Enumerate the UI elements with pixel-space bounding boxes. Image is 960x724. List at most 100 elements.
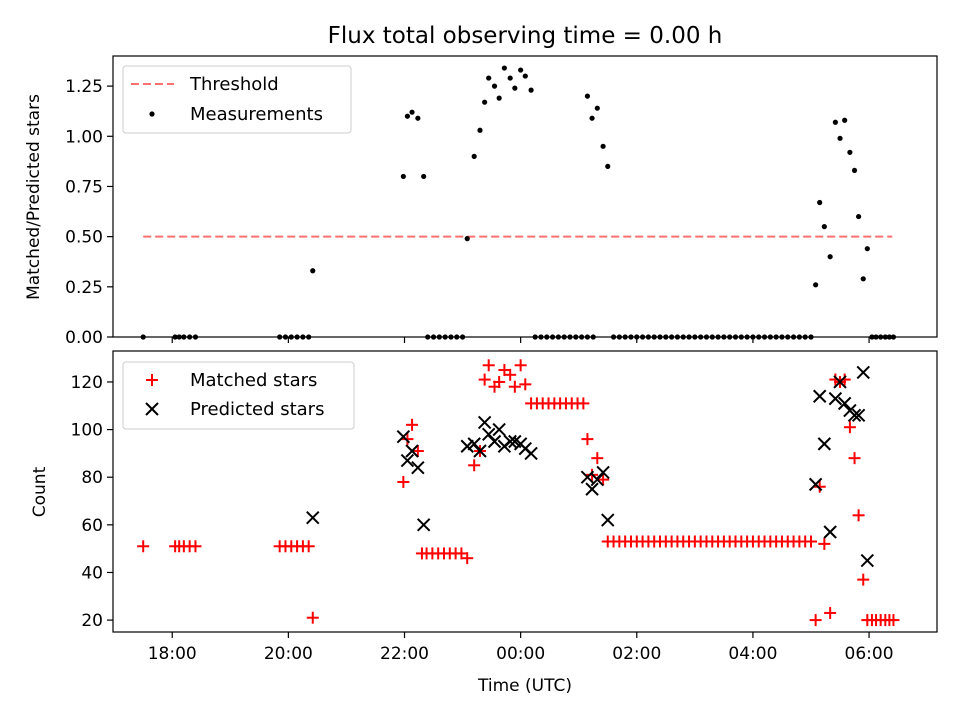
top-legend-box — [122, 65, 352, 134]
measurement-point — [528, 87, 534, 93]
matched-star-point — [519, 378, 532, 391]
legend-predicted-label: Predicted stars — [190, 399, 324, 420]
x-axis-label: Time (UTC) — [477, 676, 572, 696]
matched-star-point — [818, 537, 831, 550]
chart-title: Flux total observing time = 0.00 h — [328, 23, 723, 49]
matched-star-point — [852, 509, 865, 522]
measurement-point — [864, 246, 870, 252]
bottom-y-tick-label: 20 — [81, 611, 103, 631]
matched-star-point — [824, 606, 837, 619]
matched-star-point — [843, 421, 856, 434]
measurement-point — [847, 149, 853, 155]
measurement-point — [491, 83, 498, 89]
top-y-tick-label: 0.00 — [65, 328, 103, 348]
matched-star-point — [804, 535, 817, 548]
predicted-star-point — [585, 482, 599, 496]
predicted-star-point — [817, 437, 832, 451]
predicted-star-point — [416, 518, 431, 532]
predicted-star-point — [828, 391, 843, 406]
measurement-point — [415, 115, 421, 121]
measurement-point — [486, 75, 492, 81]
top-y-tick-label: 0.50 — [65, 228, 103, 248]
matched-star-point — [857, 573, 870, 586]
predicted-star-point — [823, 525, 837, 539]
matched-star-point — [397, 475, 410, 488]
top-y-tick-label: 1.25 — [65, 77, 103, 97]
measurement-point — [860, 276, 866, 282]
bottom-y-tick-label: 60 — [81, 516, 103, 536]
measurement-point — [817, 199, 823, 206]
measurement-point — [827, 254, 833, 260]
matched-star-point — [302, 540, 315, 553]
bottom-plot-area — [137, 359, 900, 627]
x-tick-label: 02:00 — [612, 644, 661, 664]
matched-star-point — [597, 473, 610, 486]
measurement-point — [409, 109, 415, 115]
top-panel: 0.00 0.25 0.50 0.75 1.00 1.25 Matched/Predict… — [24, 55, 938, 348]
measurement-point — [584, 93, 591, 99]
measurement-point — [310, 268, 316, 274]
top-y-tick-label: 0.25 — [65, 278, 103, 298]
matched-star-point — [478, 373, 491, 386]
matched-star-point — [838, 373, 851, 386]
predicted-star-point — [851, 408, 866, 423]
bottom-y-tick-label: 100 — [71, 421, 103, 441]
top-y-axis: 0.00 0.25 0.50 0.75 1.00 1.25 — [65, 77, 113, 348]
bottom-y-axis: 20 40 60 80 100 120 — [71, 373, 113, 631]
measurement-point — [512, 85, 518, 91]
bottom-axes-frame — [112, 350, 938, 633]
predicted-star-point — [396, 430, 411, 444]
legend-matched-swatch — [146, 374, 158, 386]
predicted-star-point — [477, 415, 492, 430]
predicted-star-point — [847, 408, 862, 423]
measurement-point — [496, 95, 502, 101]
matched-star-point — [406, 418, 419, 431]
x-tick-label: 00:00 — [496, 644, 545, 664]
bottom-y-tick-label: 80 — [81, 468, 103, 488]
predicted-star-point — [812, 389, 827, 403]
x-tick-label: 20:00 — [264, 644, 313, 664]
predicted-star-point — [601, 513, 615, 527]
matched-star-point — [137, 540, 150, 553]
measurement-point — [477, 127, 483, 133]
measurement-point — [507, 75, 513, 81]
measurement-point — [837, 135, 843, 141]
predicted-star-point — [808, 477, 823, 492]
predicted-star-point — [860, 553, 875, 568]
matched-star-point — [461, 552, 474, 565]
legend-predicted-swatch — [145, 402, 159, 416]
predicted-star-point — [837, 396, 852, 411]
matched-star-point — [189, 540, 202, 553]
measurement-point — [421, 173, 427, 180]
matched-star-point — [411, 445, 424, 458]
predicted-star-point — [596, 465, 610, 480]
bottom-y-tick-label: 40 — [81, 563, 103, 583]
measurement-point — [605, 163, 611, 169]
bottom-x-axis: 18:00 20:00 22:00 00:00 02:00 04:00 06:00 — [148, 632, 894, 664]
measurement-point — [821, 224, 827, 230]
bottom-panel: 20 40 60 80 100 120 18:00 20:00 22:00 00:00 02:00… — [30, 350, 938, 696]
matched-star-point — [813, 480, 826, 493]
matched-star-point — [577, 397, 590, 410]
measurement-point — [594, 105, 600, 111]
measurement-point — [400, 173, 406, 180]
legend-measurements-swatch — [149, 111, 155, 117]
measurement-point — [851, 167, 858, 174]
matched-star-point — [401, 433, 414, 446]
bottom-y-axis-label: Count — [30, 466, 50, 517]
top-legend: Threshold Measurements — [122, 65, 352, 134]
matched-star-point — [468, 459, 481, 472]
bottom-legend: Matched stars Predicted stars — [122, 361, 355, 430]
measurement-point — [856, 213, 862, 220]
legend-measurements-label: Measurements — [190, 104, 323, 125]
measurement-point — [482, 99, 488, 105]
x-tick-label: 04:00 — [728, 644, 777, 664]
top-axes-frame — [112, 55, 938, 338]
measurement-point — [600, 143, 606, 149]
measurement-point — [501, 65, 507, 71]
matched-star-point — [493, 375, 506, 388]
measurement-point — [842, 117, 848, 123]
measurement-point — [832, 119, 838, 125]
predicted-star-point — [492, 422, 506, 437]
